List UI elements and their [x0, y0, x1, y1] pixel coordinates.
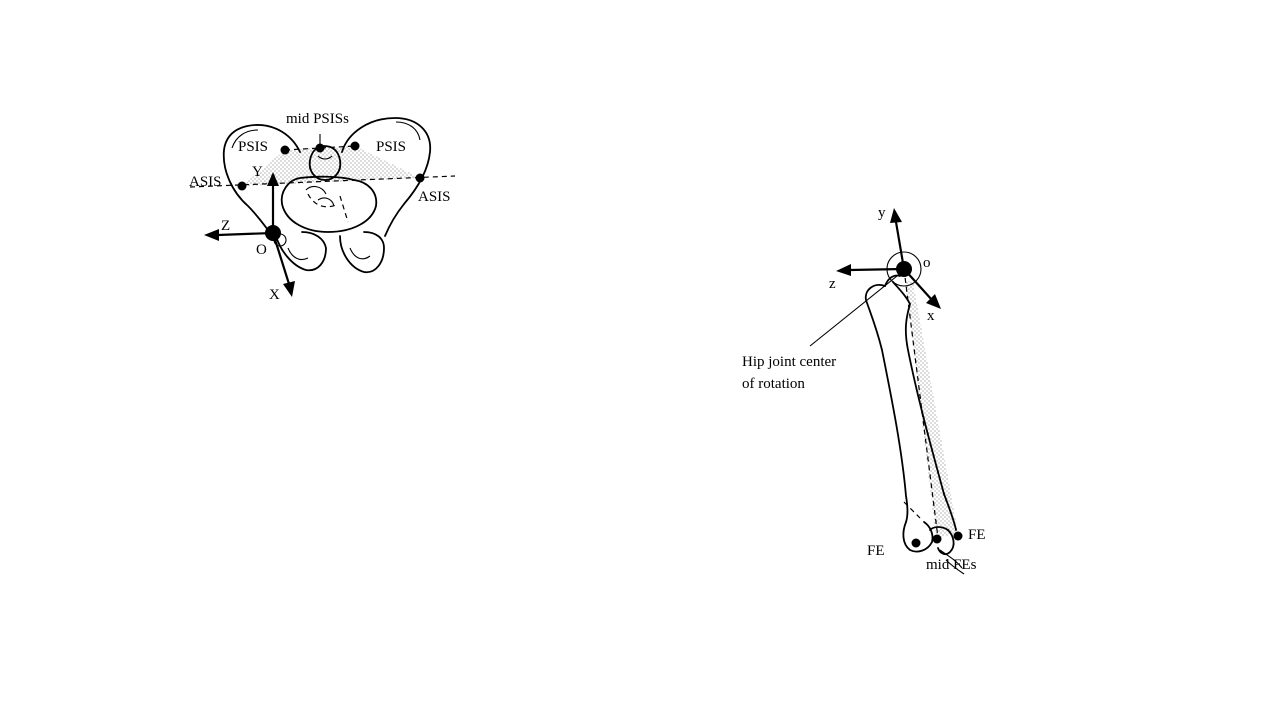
mid-fes-label: mid FEs	[926, 557, 977, 573]
hip-center-label-line2: of rotation	[742, 376, 805, 392]
mid-psis-label: mid PSISs	[286, 111, 349, 127]
femur-lateral-edge	[864, 284, 909, 523]
fe-left-label: FE	[867, 543, 885, 559]
femur-axis-z-arrow-icon	[836, 264, 851, 276]
femur-axis-y-label: y	[878, 205, 886, 221]
pelvis-right-ilium	[341, 117, 431, 237]
pelvis-inlet	[280, 175, 378, 233]
pelvis-origin-label: O	[256, 242, 267, 258]
hip-center-label-line1: Hip joint center	[742, 354, 836, 370]
mid-psis-point	[315, 143, 325, 153]
femur-axis-y-arrow-icon	[890, 208, 902, 223]
pelvis-axis-x-label: X	[269, 287, 280, 303]
fe-right-label: FE	[968, 527, 986, 543]
psis-right-label: PSIS	[376, 139, 406, 155]
pelvis-axis-z-label: Z	[221, 218, 230, 234]
pelvis-axis-y-label: Y	[252, 164, 263, 180]
fe-right-point	[953, 531, 963, 541]
femur-origin-point	[896, 261, 912, 277]
pelvis-origin-point	[265, 225, 281, 241]
femur-figure: y o z x Hip joint center of rotation FE …	[742, 205, 986, 575]
femur-axis-z-label: z	[829, 276, 836, 292]
femur-medial-condyle	[929, 526, 955, 555]
mid-fes-point	[932, 534, 942, 544]
femur-lateral-condyle	[902, 521, 934, 553]
pelvis-stipple-plane	[242, 146, 420, 186]
pelvis-axis-x	[271, 232, 291, 285]
psis-right-point	[350, 141, 360, 151]
femur-mechanical-axis	[903, 268, 939, 539]
asis-right-label: ASIS	[418, 189, 451, 205]
femur-axis-x-arrow-icon	[926, 294, 941, 309]
pelvis-axis-z	[217, 231, 274, 237]
asis-left-point	[237, 181, 247, 191]
asis-left-label: ASIS	[189, 174, 222, 190]
femur-axis-z	[849, 267, 905, 272]
psis-left-label: PSIS	[238, 139, 268, 155]
hip-center-leader	[809, 271, 903, 347]
pelvis-figure: mid PSISs PSIS PSIS ASIS ASIS Y Z X O	[189, 111, 456, 303]
femur-axis-x-label: x	[927, 308, 935, 324]
femur-origin-label: o	[923, 255, 931, 271]
fe-left-point	[911, 538, 921, 548]
pelvis-axis-x-arrow-icon	[283, 281, 295, 297]
psis-left-point	[280, 145, 290, 155]
asis-right-point	[415, 173, 425, 183]
pelvis-right-obturator	[339, 231, 385, 274]
pelvis-left-obturator	[275, 231, 327, 272]
pelvis-axis-y-arrow-icon	[267, 172, 279, 186]
pelvis-axis-z-arrow-icon	[204, 229, 219, 241]
psis-line	[284, 145, 356, 151]
femur-stipple-plane	[905, 280, 958, 538]
pelvis-left-ilium	[222, 124, 301, 231]
